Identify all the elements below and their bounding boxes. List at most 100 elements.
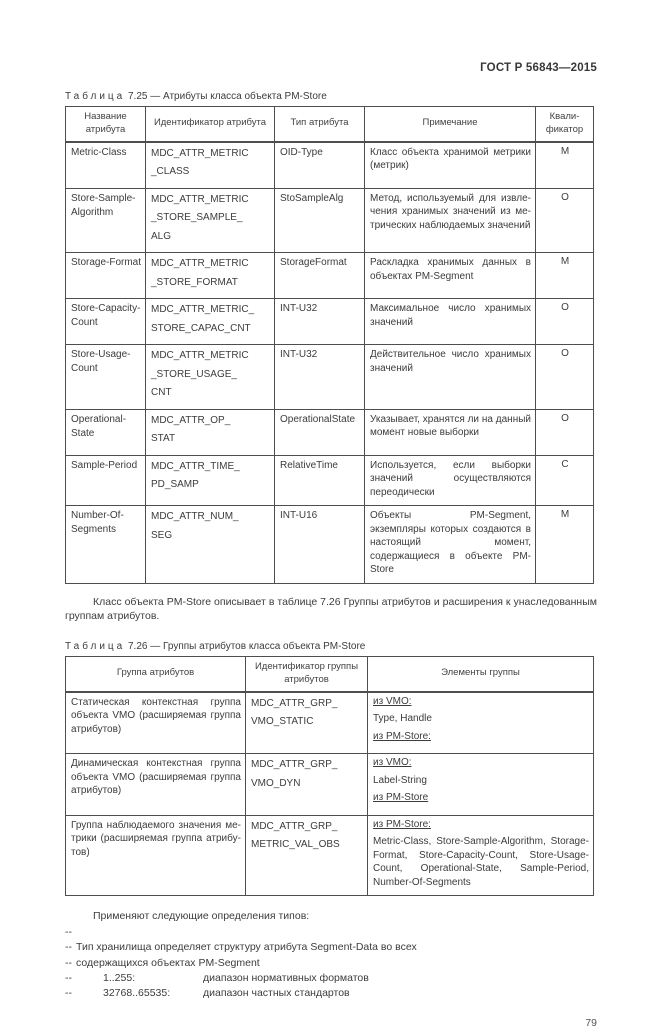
attr-note-cell: Метод, используемый для извле­чения хран… [364, 187, 536, 254]
element-line: Label-String [373, 774, 427, 786]
table26-caption: Таблица 7.26 — Группы атрибутов класса о… [65, 641, 597, 652]
list-dash: -- [65, 987, 72, 999]
attr-id-cell: MDC_ATTR_METRIC _STORE_USAGE_ CNT [145, 344, 275, 410]
table-row: Статическая контекстная группа объ­екта … [65, 691, 594, 755]
definition-text: диапазон частных стандартов [203, 987, 350, 999]
table-row: Metric-Class MDC_ATTR_METRIC _CLASS OID-… [65, 141, 594, 189]
attr-type-cell: INT-U16 [274, 505, 365, 584]
definition-line: -- 32768..65535: диапазон частных стандарт… [65, 986, 597, 1001]
table-row: Store-Sample- Algorithm MDC_ATTR_METRIC … [65, 187, 594, 254]
attr-id-cell: MDC_ATTR_METRIC_ STORE_CAPAC_CNT [145, 298, 275, 346]
column-header-group-identifier: Идентификатор группы атрибутов [245, 655, 368, 693]
attr-id-cell: MDC_ATTR_TIME_ PD_SAMP [145, 454, 275, 507]
column-header-note: Примечание [364, 105, 536, 143]
table-row: Динамическая контекстная группа объекта … [65, 753, 594, 816]
attr-id-cell: MDC_ATTR_METRIC _STORE_FORMAT [145, 252, 275, 300]
standard-number: ГОСТ Р 56843—2015 [480, 62, 597, 74]
type-definitions: Применяют следующие определения типов: -… [65, 910, 597, 1001]
element-line: из VMO: [373, 757, 412, 769]
attr-qualifier-cell: M [535, 252, 594, 300]
attr-qualifier-cell: O [535, 298, 594, 346]
definitions-intro: Применяют следующие определения типов: [93, 910, 310, 923]
attr-type-cell: INT-U32 [274, 344, 365, 410]
definition-line: -- Тип хранилища определяет структуру атр… [65, 940, 597, 955]
element-line: Type, Handle [373, 713, 432, 725]
list-dash: -- [65, 941, 72, 954]
definition-text: диапазон нормативных форматов [203, 971, 369, 984]
definition-line: -- [65, 925, 597, 940]
attr-qualifier-cell: O [535, 408, 594, 456]
attr-type-cell: StoSampleAlg [274, 187, 365, 254]
table25-caption: Таблица 7.25 — Атрибуты класса объекта P… [65, 91, 597, 102]
attr-note-cell: Действительное число хранимых значений [364, 344, 536, 410]
table-row: Number-Of- Segments MDC_ATTR_NUM_ SEG IN… [65, 505, 594, 584]
attr-type-cell: OperationalState [274, 408, 365, 456]
definition-text: содержащихся объектах PM-Segment [76, 956, 260, 969]
definition-text: Тип хранилища определяет структуру атриб… [76, 941, 417, 954]
column-header-qualifier: Квали- фикатор [535, 105, 594, 143]
caption-word: Таблица [65, 641, 126, 652]
definition-range: 1..255: [103, 971, 136, 984]
attr-qualifier-cell: M [535, 141, 594, 189]
attr-note-cell: Класс объекта хранимой метрики (метрик) [364, 141, 536, 189]
attr-note-cell: Объекты PM-Segment, экземпляры которых с… [364, 505, 536, 584]
list-dash: -- [65, 956, 72, 969]
caption-text: 7.26 — Группы атрибутов класса объекта P… [125, 641, 366, 652]
attr-note-cell: Максимальное число хранимых значений [364, 298, 536, 346]
group-id-cell: MDC_ATTR_GRP_ VMO_DYN [245, 753, 368, 816]
column-header-group: Группа атрибутов [65, 655, 246, 693]
column-header-group-elements: Элементы группы [367, 655, 594, 693]
table-row: Operational- State MDC_ATTR_OP_ STAT Ope… [65, 408, 594, 456]
attr-name-cell: Store-Sample- Algorithm [65, 187, 146, 254]
column-header-identifier: Идентификатор атрибута [145, 105, 275, 143]
caption-word: Таблица [65, 91, 126, 102]
body-paragraph: Класс объекта PM-Store описывает в табли… [65, 595, 597, 623]
attr-name-cell: Number-Of- Segments [65, 505, 146, 584]
element-line: из PM-Store [373, 792, 429, 804]
attr-name-cell: Sample-Period [65, 454, 146, 507]
group-name-cell: Группа наблюдаемого значения ме­трики (р… [65, 814, 246, 897]
column-header-name: Название атрибута [65, 105, 146, 143]
attribute-groups-table: Группа атрибутов Идентификатор группы ат… [65, 655, 594, 897]
list-dash: -- [65, 926, 72, 939]
group-name-cell: Статическая контекстная группа объ­екта … [65, 691, 246, 755]
attr-note-cell: Указывает, хранятся ли на данный момент … [364, 408, 536, 456]
attr-qualifier-cell: M [535, 505, 594, 584]
attr-name-cell: Metric-Class [65, 141, 146, 189]
caption-text: 7.25 — Атрибуты класса объекта PM-Store [125, 91, 327, 102]
group-id-cell: MDC_ATTR_GRP_ METRIC_VAL_OBS [245, 814, 368, 897]
attr-qualifier-cell: O [535, 344, 594, 410]
group-elements-cell: из VMO: Label-String из PM-Store [367, 753, 594, 816]
definition-range: 32768..65535: [103, 987, 171, 999]
attr-id-cell: MDC_ATTR_NUM_ SEG [145, 505, 275, 584]
group-name-cell: Динамическая контекстная группа объекта … [65, 753, 246, 816]
table-row: Группа наблюдаемого значения ме­трики (р… [65, 814, 594, 897]
column-header-type: Тип атрибута [274, 105, 365, 143]
table-row: Sample-Period MDC_ATTR_TIME_ PD_SAMP Rel… [65, 454, 594, 507]
attr-name-cell: Operational- State [65, 408, 146, 456]
element-line: из VMO: [373, 695, 412, 707]
group-id-cell: MDC_ATTR_GRP_ VMO_STATIC [245, 691, 368, 755]
definition-line: -- содержащихся объектах PM-Segment [65, 956, 597, 971]
attr-id-cell: MDC_ATTR_METRIC _STORE_SAMPLE_ ALG [145, 187, 275, 254]
attr-id-cell: MDC_ATTR_OP_ STAT [145, 408, 275, 456]
attr-name-cell: Store-Usage- Count [65, 344, 146, 410]
element-line: из PM-Store: [373, 730, 431, 742]
group-elements-cell: из PM-Store: Metric-Class, Store-Sample-… [367, 814, 594, 897]
attr-qualifier-cell: C [535, 454, 594, 507]
attr-qualifier-cell: O [535, 187, 594, 254]
table-header-row: Название атрибута Идентификатор атрибута… [65, 105, 594, 143]
attr-name-cell: Store-Capacity- Count [65, 298, 146, 346]
attr-type-cell: StorageFormat [274, 252, 365, 300]
attributes-table: Название атрибута Идентификатор атрибута… [65, 105, 594, 584]
attr-name-cell: Storage-Format [65, 252, 146, 300]
attr-type-cell: INT-U32 [274, 298, 365, 346]
table-row: Store-Usage- Count MDC_ATTR_METRIC _STOR… [65, 344, 594, 410]
element-line: из PM-Store: [373, 818, 431, 830]
attr-type-cell: RelativeTime [274, 454, 365, 507]
definition-line: -- 1..255: диапазон нормативных форматов [65, 971, 597, 986]
attr-note-cell: Используется, если выборки значе­ний осу… [364, 454, 536, 507]
element-line: Metric-Class, Store-Sample-Algorithm, St… [373, 836, 589, 888]
table-header-row: Группа атрибутов Идентификатор группы ат… [65, 655, 594, 693]
